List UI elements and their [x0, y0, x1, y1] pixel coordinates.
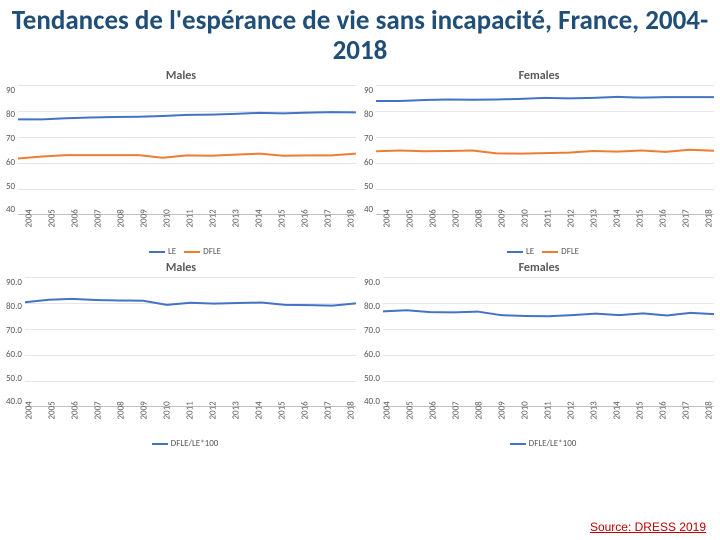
- source-link[interactable]: Source: DRESS 2019: [590, 520, 706, 534]
- x-axis: 2004200520062007200820092010201120122013…: [6, 215, 356, 228]
- page-title: Tendances de l'espérance de vie sans inc…: [0, 0, 720, 65]
- x-axis: 2004200520062007200820092010201120122013…: [364, 407, 714, 420]
- legend: LEDFLE: [6, 246, 356, 257]
- panel-title: Females: [364, 69, 714, 83]
- legend: DFLE/LE*100: [364, 438, 714, 449]
- x-axis: 2004200520062007200820092010201120122013…: [6, 407, 356, 420]
- plot: 90.080.070.060.050.040.0: [364, 277, 714, 407]
- y-axis: 90.080.070.060.050.040.0: [6, 277, 25, 407]
- panel-title: Males: [6, 261, 356, 275]
- y-axis: 908070605040: [6, 85, 18, 215]
- y-axis: 908070605040: [364, 85, 376, 215]
- panel-males-bottom: Males 90.080.070.060.050.040.0 200420052…: [6, 261, 356, 449]
- panel-males-top: Males 908070605040 200420052006200720082…: [6, 69, 356, 257]
- legend: DFLE/LE*100: [6, 438, 356, 449]
- y-axis: 90.080.070.060.050.040.0: [364, 277, 383, 407]
- panel-females-top: Females 908070605040 2004200520062007200…: [364, 69, 714, 257]
- plot-area: [18, 85, 356, 215]
- plot-area: [376, 85, 714, 215]
- x-axis: 2004200520062007200820092010201120122013…: [364, 215, 714, 228]
- plot-area: [383, 277, 714, 407]
- panel-females-bottom: Females 90.080.070.060.050.040.0 2004200…: [364, 261, 714, 449]
- plot: 90.080.070.060.050.040.0: [6, 277, 356, 407]
- panel-title: Females: [364, 261, 714, 275]
- panel-title: Males: [6, 69, 356, 83]
- plot: 908070605040: [6, 85, 356, 215]
- plot-area: [25, 277, 356, 407]
- legend: LEDFLE: [364, 246, 714, 257]
- chart-grid: Males 908070605040 200420052006200720082…: [0, 65, 720, 449]
- plot: 908070605040: [364, 85, 714, 215]
